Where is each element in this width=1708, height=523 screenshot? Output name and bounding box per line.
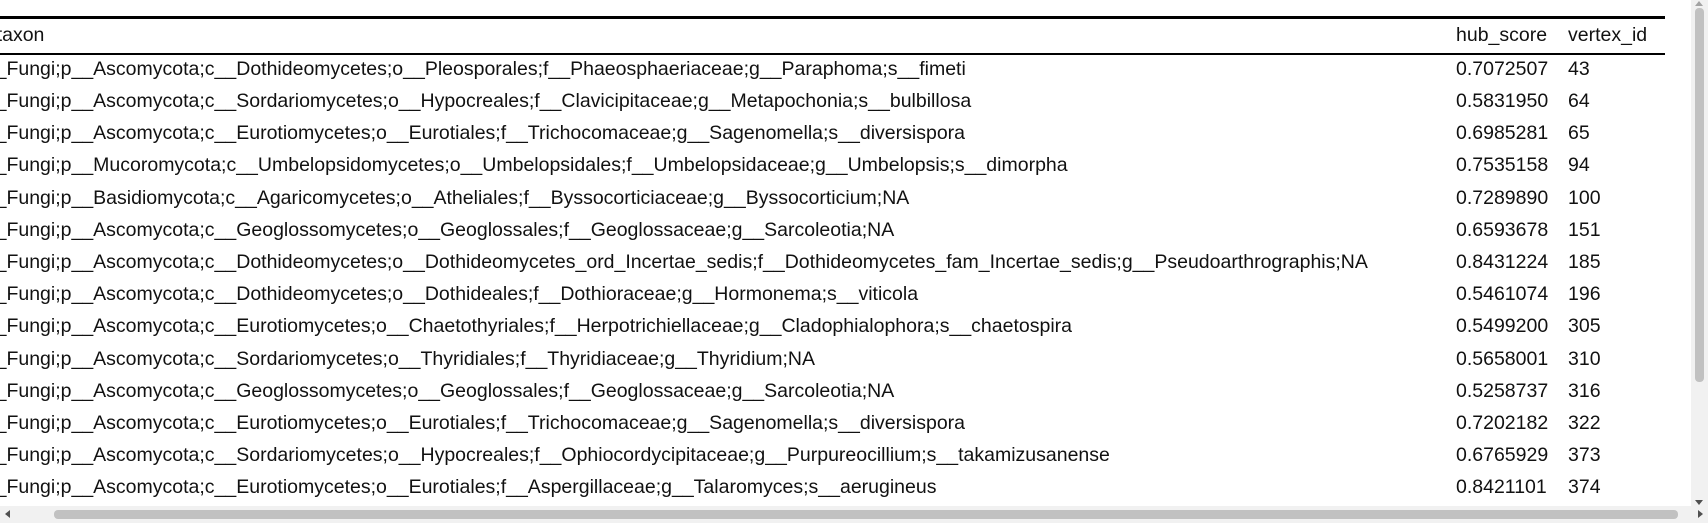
table-row[interactable]: k__Fungi;p__Ascomycota;c__Eurotiomycetes… [0, 118, 1665, 150]
cell-taxon: k__Fungi;p__Ascomycota;c__Geoglossomycet… [0, 379, 895, 402]
cell-hub-score: 0.5831950 [1456, 90, 1549, 113]
cell-vertex-id: 43 [1568, 58, 1590, 81]
cell-hub-score: 0.7289890 [1456, 186, 1549, 209]
cell-hub-score: 0.5258737 [1456, 379, 1549, 402]
cell-hub-score: 0.7535158 [1456, 154, 1549, 177]
cell-vertex-id: 65 [1568, 122, 1590, 145]
cell-vertex-id: 100 [1568, 186, 1601, 209]
horizontal-scrollbar[interactable] [0, 506, 1708, 523]
vertical-scroll-thumb[interactable] [1695, 8, 1704, 382]
cell-vertex-id: 310 [1568, 347, 1601, 370]
cell-taxon: k__Fungi;p__Ascomycota;c__Sordariomycete… [0, 444, 1110, 467]
cell-taxon: k__Fungi;p__Ascomycota;c__Dothideomycete… [0, 58, 966, 81]
cell-vertex-id: 151 [1568, 218, 1601, 241]
cell-vertex-id: 64 [1568, 90, 1590, 113]
cell-taxon: k__Fungi;p__Ascomycota;c__Eurotiomycetes… [0, 122, 965, 145]
column-header-vertex-id[interactable]: vertex_id [1561, 16, 1665, 55]
table-row[interactable]: k__Fungi;p__Ascomycota;c__Dothideomycete… [0, 279, 1665, 311]
cell-vertex-id: 196 [1568, 283, 1601, 306]
horizontal-scroll-thumb[interactable] [54, 510, 1678, 519]
table-row[interactable]: k__Fungi;p__Ascomycota;c__Sordariomycete… [0, 440, 1665, 472]
cell-vertex-id: 305 [1568, 315, 1601, 338]
cell-hub-score: 0.8421101 [1456, 476, 1547, 498]
cell-hub-score: 0.5658001 [1456, 347, 1549, 370]
table-row[interactable]: k__Fungi;p__Ascomycota;c__Eurotiomycetes… [0, 408, 1665, 440]
table-row[interactable]: k__Fungi;p__Mucoromycota;c__Umbelopsidom… [0, 150, 1665, 182]
table-row[interactable]: k__Fungi;p__Ascomycota;c__Sordariomycete… [0, 343, 1665, 375]
table-row[interactable]: k__Fungi;p__Ascomycota;c__Eurotiomycetes… [0, 311, 1665, 343]
table-scroll-area[interactable]: p_taxon hub_score vertex_id k__Fungi;p__… [0, 16, 1698, 498]
table-row[interactable]: k__Fungi;p__Basidiomycota;c__Agaricomyce… [0, 182, 1665, 214]
cell-hub-score: 0.5461074 [1456, 283, 1549, 306]
table-row[interactable]: k__Fungi;p__Ascomycota;c__Geoglossomycet… [0, 214, 1665, 246]
chevron-up-icon[interactable] [1695, 1, 1703, 6]
cell-taxon: k__Fungi;p__Basidiomycota;c__Agaricomyce… [0, 186, 910, 209]
cell-vertex-id: 185 [1568, 250, 1601, 273]
cell-vertex-id: 94 [1568, 154, 1590, 177]
table-row[interactable]: k__Fungi;p__Ascomycota;c__Eurotiomycetes… [0, 472, 1665, 498]
chevron-left-icon[interactable] [5, 510, 10, 518]
cell-vertex-id: 316 [1568, 379, 1601, 402]
table-row[interactable]: k__Fungi;p__Ascomycota;c__Sordariomycete… [0, 86, 1665, 118]
cell-vertex-id: 374 [1568, 476, 1601, 498]
table-header-row: p_taxon hub_score vertex_id [0, 16, 1665, 55]
cell-hub-score: 0.6985281 [1456, 122, 1549, 145]
cell-taxon: k__Fungi;p__Ascomycota;c__Sordariomycete… [0, 347, 815, 370]
cell-vertex-id: 322 [1568, 411, 1601, 434]
table-row[interactable]: k__Fungi;p__Ascomycota;c__Geoglossomycet… [0, 375, 1665, 407]
cell-hub-score: 0.7202182 [1456, 411, 1549, 434]
cell-taxon: k__Fungi;p__Ascomycota;c__Eurotiomycetes… [0, 476, 937, 498]
cell-hub-score: 0.7072507 [1456, 58, 1549, 81]
cell-hub-score: 0.6765929 [1456, 444, 1549, 467]
cell-taxon: k__Fungi;p__Ascomycota;c__Eurotiomycetes… [0, 315, 1072, 338]
table-row[interactable]: k__Fungi;p__Ascomycota;c__Dothideomycete… [0, 54, 1665, 86]
cell-taxon: k__Fungi;p__Ascomycota;c__Eurotiomycetes… [0, 411, 965, 434]
table-body: k__Fungi;p__Ascomycota;c__Dothideomycete… [0, 54, 1665, 499]
cell-hub-score: 0.6593678 [1456, 218, 1549, 241]
cell-hub-score: 0.8431224 [1456, 250, 1549, 273]
data-table: p_taxon hub_score vertex_id k__Fungi;p__… [0, 16, 1665, 498]
vertical-scrollbar[interactable] [1691, 0, 1708, 506]
chevron-right-icon[interactable] [1698, 510, 1703, 518]
cell-taxon: k__Fungi;p__Ascomycota;c__Geoglossomycet… [0, 218, 895, 241]
cell-vertex-id: 373 [1568, 444, 1601, 467]
cell-taxon: k__Fungi;p__Ascomycota;c__Sordariomycete… [0, 90, 972, 113]
chevron-down-icon[interactable] [1695, 500, 1703, 505]
column-header-taxon[interactable]: p_taxon [0, 16, 1449, 55]
column-header-hub-score[interactable]: hub_score [1449, 16, 1561, 55]
cell-taxon: k__Fungi;p__Mucoromycota;c__Umbelopsidom… [0, 154, 1068, 177]
cell-taxon: k__Fungi;p__Ascomycota;c__Dothideomycete… [0, 250, 1368, 273]
table-row[interactable]: k__Fungi;p__Ascomycota;c__Dothideomycete… [0, 247, 1665, 279]
cell-hub-score: 0.5499200 [1456, 315, 1549, 338]
cell-taxon: k__Fungi;p__Ascomycota;c__Dothideomycete… [0, 283, 919, 306]
